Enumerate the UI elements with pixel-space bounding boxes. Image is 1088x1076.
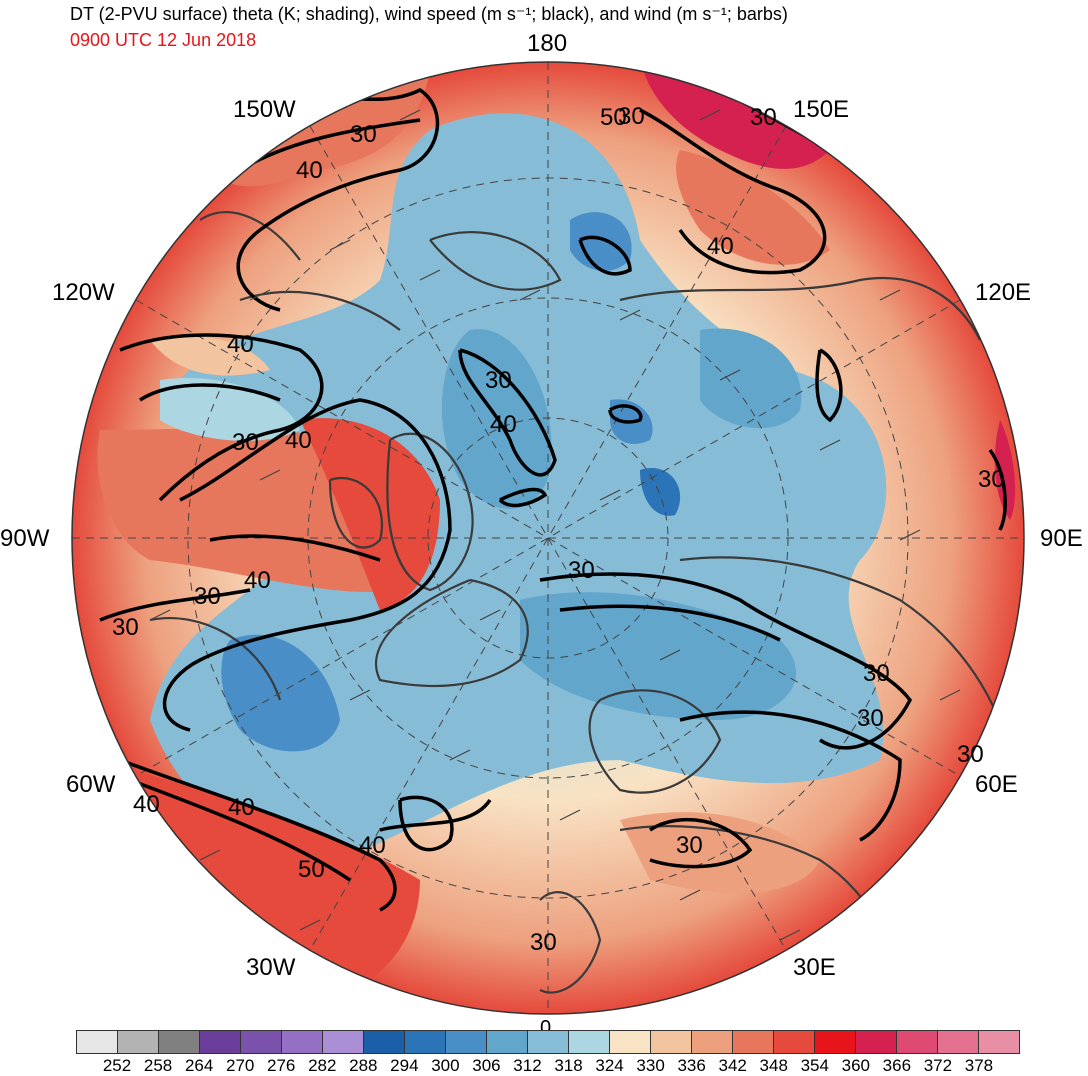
contour-label: 40 xyxy=(707,233,734,260)
contour-label: 40 xyxy=(133,791,160,818)
colorbar-tick-label: 360 xyxy=(841,1056,870,1075)
contour-label-group: 30 40 30 40 40 30 40 30 40 30 30 40 30 3… xyxy=(112,103,1005,956)
colorbar-tick-label: 336 xyxy=(677,1056,706,1075)
colorbar-segment xyxy=(323,1031,364,1053)
map-boundary xyxy=(71,61,1025,1015)
contour-label: 30 xyxy=(857,705,884,732)
colorbar-segment xyxy=(200,1031,241,1053)
colorbar-segment xyxy=(159,1031,200,1053)
contour-label: 30 xyxy=(112,614,139,641)
colorbar-segment xyxy=(692,1031,733,1053)
map-subtitle: 0900 UTC 12 Jun 2018 xyxy=(70,30,257,50)
colorbar-segment xyxy=(651,1031,692,1053)
colorbar-segment xyxy=(856,1031,897,1053)
lon-label-150w: 150W xyxy=(233,96,296,123)
lon-label-60e: 60E xyxy=(975,771,1018,798)
colorbar-segment xyxy=(774,1031,815,1053)
contour-label: 30 xyxy=(194,583,221,610)
contour-label: 40 xyxy=(228,794,255,821)
colorbar-tick-label: 330 xyxy=(636,1056,665,1075)
colorbar-tick-label: 306 xyxy=(472,1056,501,1075)
contour-label: 40 xyxy=(296,157,323,184)
colorbar-tick-label: 378 xyxy=(964,1056,994,1075)
lon-label-90e: 90E xyxy=(1040,525,1083,552)
colorbar-tick-label: 300 xyxy=(431,1056,460,1075)
colorbar xyxy=(76,1030,1020,1054)
colorbar-tick-label: 342 xyxy=(718,1056,747,1075)
colorbar-segment xyxy=(405,1031,446,1053)
colorbar-tick-label: 282 xyxy=(308,1056,337,1075)
contour-label: 40 xyxy=(359,832,386,859)
contour-label: 30 xyxy=(676,832,703,859)
lon-label-120e: 120E xyxy=(975,279,1032,306)
contour-label: 30 xyxy=(530,929,557,956)
colorbar-segment xyxy=(897,1031,938,1053)
colorbar-tick-label: 258 xyxy=(143,1056,173,1075)
contour-label: 30 xyxy=(485,367,512,394)
colorbar-segment xyxy=(528,1031,569,1053)
colorbar-segment xyxy=(569,1031,610,1053)
colorbar-tick-label: 252 xyxy=(102,1056,132,1075)
colorbar-tick-label: 312 xyxy=(513,1056,542,1075)
lon-label-150e: 150E xyxy=(793,96,850,123)
colorbar-tick-label: 264 xyxy=(184,1056,214,1075)
colorbar-tick-label: 270 xyxy=(225,1056,255,1075)
shading-layer xyxy=(72,62,1024,1014)
contour-label: 40 xyxy=(244,567,271,594)
colorbar-segment xyxy=(77,1031,118,1053)
contour-label: 40 xyxy=(285,427,312,454)
colorbar-tick-label: 294 xyxy=(390,1056,419,1075)
lon-label-30w: 30W xyxy=(246,954,296,981)
contour-label: 30 xyxy=(957,741,984,768)
colorbar-segment xyxy=(938,1031,979,1053)
colorbar-tick-label: 288 xyxy=(349,1056,378,1075)
lon-label-120w: 120W xyxy=(52,279,115,306)
contour-label: 30 xyxy=(568,557,595,584)
colorbar-segment xyxy=(446,1031,487,1053)
colorbar-tick-label: 324 xyxy=(595,1056,624,1075)
colorbar-tick-labels: 252 258 264 270 276 282 288 294 300 306 312 318 324 3… xyxy=(0,1056,1088,1076)
colorbar-segment xyxy=(979,1031,1019,1053)
colorbar-segment xyxy=(815,1031,856,1053)
colorbar-segment xyxy=(282,1031,323,1053)
contour-label: 30 xyxy=(618,103,645,130)
lon-label-60w: 60W xyxy=(66,771,116,798)
colorbar-tick-label: 354 xyxy=(800,1056,829,1075)
contour-label: 30 xyxy=(750,104,777,131)
lon-label-180: 180 xyxy=(527,30,568,57)
wind-barbs xyxy=(149,109,961,941)
map-title: DT (2-PVU surface) theta (K; shading), w… xyxy=(70,4,788,24)
colorbar-segment xyxy=(118,1031,159,1053)
lon-label-90w: 90W xyxy=(0,525,50,552)
colorbar-tick-label: 276 xyxy=(267,1056,296,1075)
contour-label: 30 xyxy=(978,466,1005,493)
colorbar-segment xyxy=(610,1031,651,1053)
contour-label: 30 xyxy=(863,660,890,687)
colorbar-segment xyxy=(241,1031,282,1053)
contour-label: 40 xyxy=(227,331,254,358)
lon-label-0: 0 xyxy=(540,1017,552,1039)
colorbar-tick-label: 366 xyxy=(882,1056,912,1075)
colorbar-segment xyxy=(364,1031,405,1053)
contour-label: 40 xyxy=(490,411,517,438)
contour-label: 50 xyxy=(600,104,627,131)
colorbar-tick-label: 372 xyxy=(923,1056,953,1075)
contour-label: 30 xyxy=(350,121,377,148)
colorbar-tick-label: 318 xyxy=(554,1056,583,1075)
contour-label: 30 xyxy=(232,429,259,456)
lon-label-30e: 30E xyxy=(793,954,836,981)
colorbar-tick-label: 348 xyxy=(759,1056,788,1075)
contour-label: 50 xyxy=(298,856,325,883)
colorbar-segment xyxy=(487,1031,528,1053)
colorbar-segment xyxy=(733,1031,774,1053)
